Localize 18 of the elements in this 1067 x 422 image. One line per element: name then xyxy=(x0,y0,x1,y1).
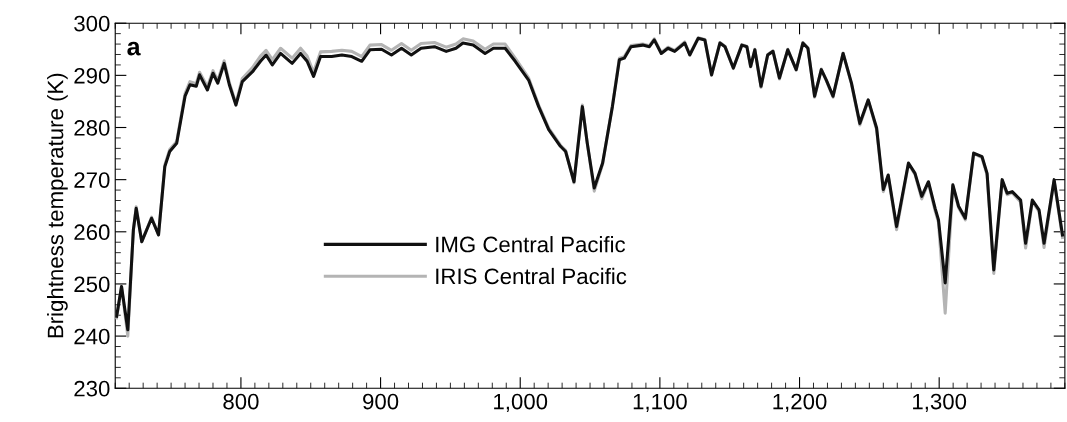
y-tick-label: 270 xyxy=(74,172,110,188)
y-axis-title: Brightness temperature (K) xyxy=(47,73,68,338)
y-tick-label: 290 xyxy=(74,67,110,84)
x-tick-label: 900 xyxy=(363,393,399,410)
y-tick-label: 240 xyxy=(74,328,110,345)
x-tick-label: 1,100 xyxy=(633,393,687,413)
x-tick-label: 800 xyxy=(223,393,259,410)
y-tick-label: 280 xyxy=(74,120,110,136)
legend-label: IMG Central Pacific xyxy=(436,236,626,253)
legend-label: IRIS Central Pacific xyxy=(436,267,627,285)
y-tick-label: 230 xyxy=(74,380,110,397)
y-tick-label: 260 xyxy=(74,224,110,241)
x-tick-label: 1,300 xyxy=(913,393,967,413)
x-tick-label: 1,200 xyxy=(773,393,827,413)
annotation: a xyxy=(127,41,141,56)
x-tick-label: 1,000 xyxy=(494,393,548,413)
y-tick-label: 250 xyxy=(74,276,110,293)
y-tick-label: 300 xyxy=(74,15,110,32)
